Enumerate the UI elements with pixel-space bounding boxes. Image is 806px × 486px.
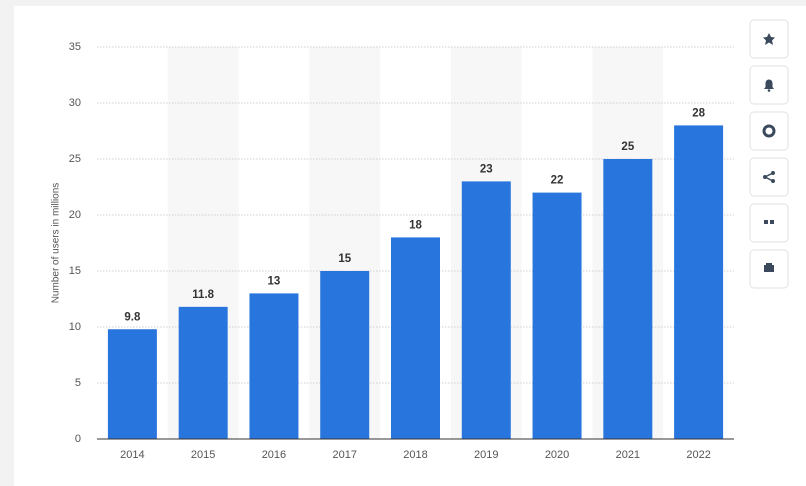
- x-tick-label: 2017: [332, 449, 356, 461]
- bar: [532, 192, 582, 439]
- value-label: 11.8: [192, 289, 214, 301]
- bar: [674, 125, 724, 440]
- x-tick-label: 2016: [262, 449, 286, 461]
- x-tick-label: 2014: [120, 449, 144, 461]
- share-button[interactable]: [749, 157, 789, 197]
- x-tick-label: 2018: [403, 449, 427, 461]
- bar: [107, 329, 157, 439]
- value-label: 13: [268, 275, 281, 287]
- x-tick-label: 2022: [686, 449, 710, 461]
- star-button[interactable]: [749, 19, 789, 59]
- toolbar: [749, 19, 789, 289]
- bar: [603, 159, 653, 439]
- settings-button[interactable]: [749, 111, 789, 151]
- cite-button[interactable]: [749, 203, 789, 243]
- x-tick-label: 2019: [474, 449, 498, 461]
- y-tick-label: 35: [69, 41, 81, 53]
- value-label: 18: [409, 219, 422, 231]
- x-tick-label: 2021: [616, 449, 640, 461]
- y-tick-label: 10: [69, 321, 81, 333]
- bar: [461, 181, 511, 439]
- y-tick-label: 20: [69, 209, 81, 221]
- bar: [320, 271, 370, 439]
- bar: [178, 306, 228, 439]
- value-label: 22: [551, 175, 564, 187]
- y-axis-label: Number of users in millions: [51, 183, 62, 304]
- y-tick-label: 30: [69, 97, 81, 109]
- x-tick-label: 2015: [191, 449, 215, 461]
- y-tick-label: 15: [69, 265, 81, 277]
- bell-button[interactable]: [749, 65, 789, 105]
- value-label: 15: [338, 253, 351, 265]
- x-tick-label: 2020: [545, 449, 569, 461]
- print-button[interactable]: [749, 249, 789, 289]
- value-label: 25: [621, 141, 634, 153]
- value-label: 9.8: [124, 311, 141, 323]
- bar: [391, 237, 440, 439]
- bar: [249, 293, 299, 439]
- y-tick-label: 25: [69, 153, 81, 165]
- value-label: 28: [692, 107, 705, 119]
- y-tick-label: 5: [75, 377, 81, 389]
- y-tick-label: 0: [75, 433, 81, 445]
- value-label: 23: [480, 163, 493, 175]
